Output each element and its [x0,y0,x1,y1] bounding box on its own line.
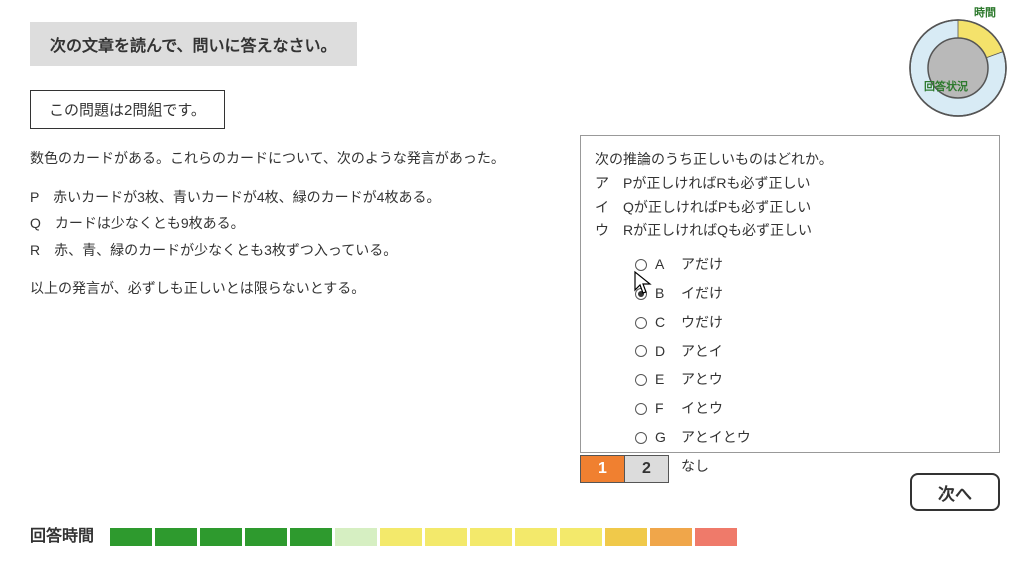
timer-segment [560,528,602,546]
question-tabs: 12 [580,455,668,483]
radio-icon [635,259,647,271]
timer-segment [425,528,467,546]
timer-segment [650,528,692,546]
subtitle-box: この問題は2問組です。 [30,90,225,129]
tab-1[interactable]: 1 [580,455,625,483]
pie-label-status: 回答状況 [924,78,968,94]
option-text: アだけ [681,253,723,277]
option-letter: G [655,426,673,450]
question-line-2: イ Qが正しければPも必ず正しい [595,196,985,220]
radio-icon [635,345,647,357]
timer-bars [110,528,737,546]
option-text: アとイとウ [681,426,751,450]
option-D[interactable]: D アとイ [635,340,985,364]
passage-r: R 赤、青、緑のカードが少なくとも3枚ずつ入っている。 [30,237,550,264]
question-line-3: ウ Rが正しければQも必ず正しい [595,219,985,243]
passage-p: P 赤いカードが3枚、青いカードが4枚、緑のカードが4枚ある。 [30,184,550,211]
radio-icon [635,432,647,444]
question-line-1: ア Pが正しければRも必ず正しい [595,172,985,196]
radio-icon [635,374,647,386]
question-stem: 次の推論のうち正しいものはどれか。 [595,148,985,172]
pie-label-time: 時間 [974,4,996,20]
timer-segment [335,528,377,546]
timer-segment [290,528,332,546]
timer-segment [470,528,512,546]
timer-label: 回答時間 [30,522,94,546]
option-text: ウだけ [681,311,723,335]
timer-segment [515,528,557,546]
option-letter: F [655,397,673,421]
timer-segment [695,528,737,546]
timer-segment [245,528,287,546]
status-pie [900,10,1008,118]
radio-icon [635,317,647,329]
passage: 数色のカードがある。これらのカードについて、次のような発言があった。 P 赤いカ… [30,145,550,302]
timer-segment [110,528,152,546]
tab-2[interactable]: 2 [624,455,669,483]
option-letter: D [655,340,673,364]
option-A[interactable]: A アだけ [635,253,985,277]
next-button[interactable]: 次へ [910,473,1000,511]
option-letter: A [655,253,673,277]
option-text: アとイ [681,340,723,364]
instruction-bar: 次の文章を読んで、問いに答えなさい。 [30,22,357,66]
passage-q: Q カードは少なくとも9枚ある。 [30,210,550,237]
option-letter: C [655,311,673,335]
radio-icon [635,403,647,415]
question-panel: 次の推論のうち正しいものはどれか。 ア Pが正しければRも必ず正しい イ Qが正… [580,135,1000,453]
option-letter: B [655,282,673,306]
timer-segment [200,528,242,546]
option-F[interactable]: F イとウ [635,397,985,421]
timer-segment [380,528,422,546]
radio-icon [635,288,647,300]
option-text: アとウ [681,368,723,392]
option-text: なし [681,455,709,479]
timer-segment [155,528,197,546]
option-E[interactable]: E アとウ [635,368,985,392]
options-list: AアだけBイだけCウだけDアとイEアとウFイとウGアとイとウHなし [635,253,985,478]
option-text: イとウ [681,397,723,421]
option-B[interactable]: B イだけ [635,282,985,306]
timer-segment [605,528,647,546]
option-C[interactable]: C ウだけ [635,311,985,335]
option-text: イだけ [681,282,723,306]
passage-note: 以上の発言が、必ずしも正しいとは限らないとする。 [30,275,550,302]
option-letter: E [655,368,673,392]
passage-intro: 数色のカードがある。これらのカードについて、次のような発言があった。 [30,145,550,172]
option-G[interactable]: G アとイとウ [635,426,985,450]
